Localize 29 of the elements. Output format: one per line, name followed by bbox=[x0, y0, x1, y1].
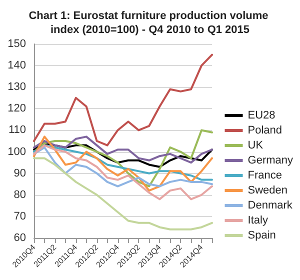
legend-label: Sweden bbox=[248, 184, 288, 196]
line-series bbox=[33, 54, 213, 146]
legend-label: UK bbox=[248, 140, 264, 152]
line-series bbox=[33, 144, 213, 200]
y-tick-label: 140 bbox=[8, 60, 26, 72]
legend-label: EU28 bbox=[248, 110, 276, 122]
line-series bbox=[33, 136, 213, 192]
line-series bbox=[33, 136, 213, 164]
y-tick-label: 110 bbox=[8, 124, 26, 136]
legend-label: Italy bbox=[248, 214, 268, 226]
legend-label: Denmark bbox=[248, 200, 293, 212]
y-tick-label: 60 bbox=[14, 232, 26, 244]
legend-label: Germany bbox=[248, 154, 294, 166]
line-series bbox=[33, 142, 213, 168]
line-series bbox=[33, 129, 213, 188]
y-tick-label: 100 bbox=[8, 146, 26, 158]
y-tick-label: 90 bbox=[14, 167, 26, 180]
chart-title: Chart 1: Eurostat furniture production volume index (2010=100) - Q4 2010 to Q1 2015 bbox=[28, 10, 272, 36]
legend-label: Poland bbox=[248, 124, 282, 136]
line-series bbox=[33, 157, 213, 230]
y-tick-label: 130 bbox=[8, 81, 26, 94]
legend-label: Spain bbox=[248, 230, 276, 242]
line-series bbox=[33, 144, 213, 181]
y-tick-label: 120 bbox=[8, 102, 26, 115]
legend-label: France bbox=[248, 170, 282, 182]
y-tick-label: 70 bbox=[14, 210, 26, 222]
line-series bbox=[33, 146, 213, 188]
y-tick-label: 80 bbox=[14, 188, 26, 201]
y-tick-label: 150 bbox=[8, 38, 26, 50]
